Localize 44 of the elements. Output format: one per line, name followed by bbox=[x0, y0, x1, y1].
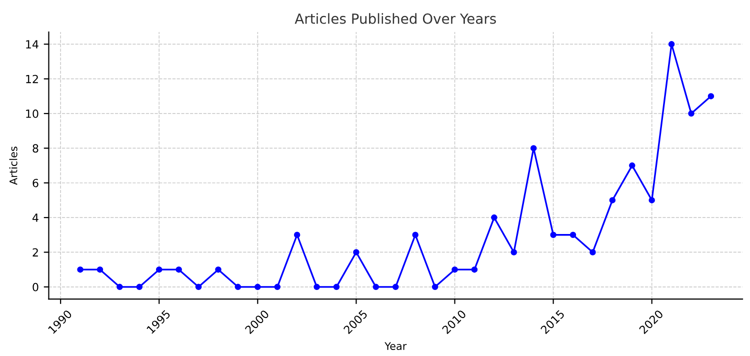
point bbox=[77, 266, 84, 273]
point bbox=[314, 284, 320, 290]
x-axis-title: Year bbox=[384, 342, 407, 350]
point bbox=[510, 249, 518, 256]
point bbox=[491, 214, 498, 221]
point bbox=[195, 284, 202, 290]
y-tick-label: 12 bbox=[26, 74, 38, 84]
y-axis-title: Articles bbox=[9, 146, 18, 185]
point bbox=[176, 266, 182, 273]
y-tick-label: 2 bbox=[32, 248, 38, 256]
point bbox=[708, 93, 714, 100]
point bbox=[629, 162, 636, 169]
point bbox=[392, 284, 399, 290]
point bbox=[96, 266, 104, 273]
y-tick-label: 10 bbox=[26, 110, 38, 118]
point bbox=[156, 266, 162, 273]
point bbox=[333, 284, 340, 290]
point bbox=[116, 284, 123, 290]
point bbox=[471, 266, 478, 273]
point bbox=[274, 284, 280, 290]
point bbox=[412, 232, 418, 238]
point bbox=[668, 41, 675, 48]
point bbox=[432, 284, 438, 290]
point bbox=[234, 284, 242, 290]
y-tick-label: 14 bbox=[26, 40, 38, 48]
point bbox=[530, 145, 537, 152]
point bbox=[550, 232, 556, 238]
point bbox=[254, 284, 261, 290]
y-tick-label: 6 bbox=[32, 178, 38, 188]
point bbox=[452, 266, 458, 273]
y-tick-label: 8 bbox=[32, 144, 38, 153]
y-tick-label: 4 bbox=[32, 214, 38, 222]
point bbox=[372, 284, 380, 290]
point bbox=[294, 232, 300, 238]
point bbox=[215, 266, 222, 273]
point bbox=[136, 284, 143, 290]
chart-title: Articles Published Over Years bbox=[294, 13, 496, 24]
point bbox=[609, 197, 616, 204]
point bbox=[590, 249, 596, 256]
point bbox=[688, 110, 694, 117]
point bbox=[353, 249, 360, 256]
point bbox=[648, 197, 655, 204]
point bbox=[570, 232, 576, 238]
y-tick-label: 0 bbox=[32, 282, 38, 292]
